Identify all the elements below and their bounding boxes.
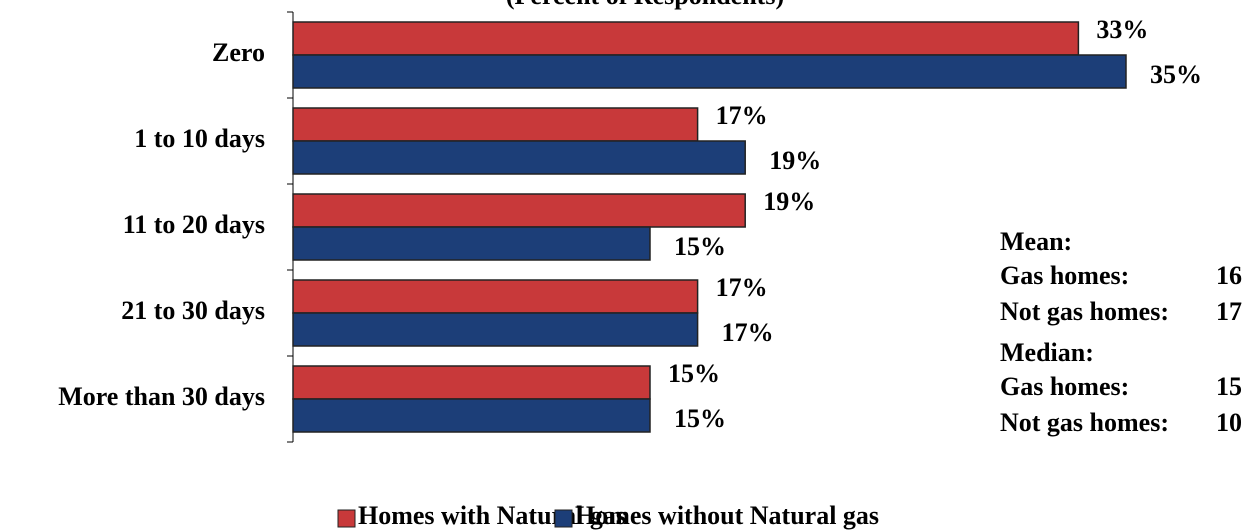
value-label: 15% bbox=[668, 359, 720, 388]
stats-heading: Median: bbox=[1000, 338, 1094, 367]
bar bbox=[292, 54, 1127, 89]
bar bbox=[292, 140, 746, 175]
value-label: 15% bbox=[674, 232, 726, 261]
bar bbox=[292, 226, 651, 261]
value-label: 35% bbox=[1150, 60, 1202, 89]
stats-label: Not gas homes: bbox=[1000, 408, 1169, 437]
legend-swatch bbox=[554, 509, 573, 528]
value-label: 15% bbox=[674, 404, 726, 433]
bar bbox=[292, 21, 1080, 56]
chart-title: (Percent of Respondents) bbox=[506, 0, 784, 10]
category-label: 21 to 30 days bbox=[121, 296, 265, 325]
legend-label: Homes without Natural gas bbox=[575, 501, 879, 530]
value-label: 19% bbox=[763, 187, 815, 216]
bar bbox=[292, 365, 651, 400]
stats-label: Not gas homes: bbox=[1000, 297, 1169, 326]
value-label: 17% bbox=[722, 318, 774, 347]
legend-label: Homes with Natural gas bbox=[358, 501, 626, 530]
value-label: 17% bbox=[716, 101, 768, 130]
category-label: 11 to 20 days bbox=[123, 210, 265, 239]
stats-heading: Mean: bbox=[1000, 227, 1072, 256]
bar bbox=[292, 312, 699, 347]
stats-label: Gas homes: bbox=[1000, 372, 1129, 401]
stats-value: 10 bbox=[1216, 408, 1242, 437]
legend-swatch bbox=[337, 509, 356, 528]
bar bbox=[292, 193, 746, 228]
bar bbox=[292, 107, 699, 142]
bar bbox=[292, 279, 699, 314]
value-label: 19% bbox=[769, 146, 821, 175]
stats-value: 15 bbox=[1216, 372, 1242, 401]
stats-value: 16 bbox=[1216, 261, 1242, 290]
stats-value: 17 bbox=[1216, 297, 1242, 326]
stats-label: Gas homes: bbox=[1000, 261, 1129, 290]
category-label: More than 30 days bbox=[58, 382, 265, 411]
category-label: 1 to 10 days bbox=[134, 124, 265, 153]
value-label: 33% bbox=[1096, 15, 1148, 44]
bar bbox=[292, 398, 651, 433]
category-label: Zero bbox=[212, 38, 265, 67]
value-label: 17% bbox=[716, 273, 768, 302]
